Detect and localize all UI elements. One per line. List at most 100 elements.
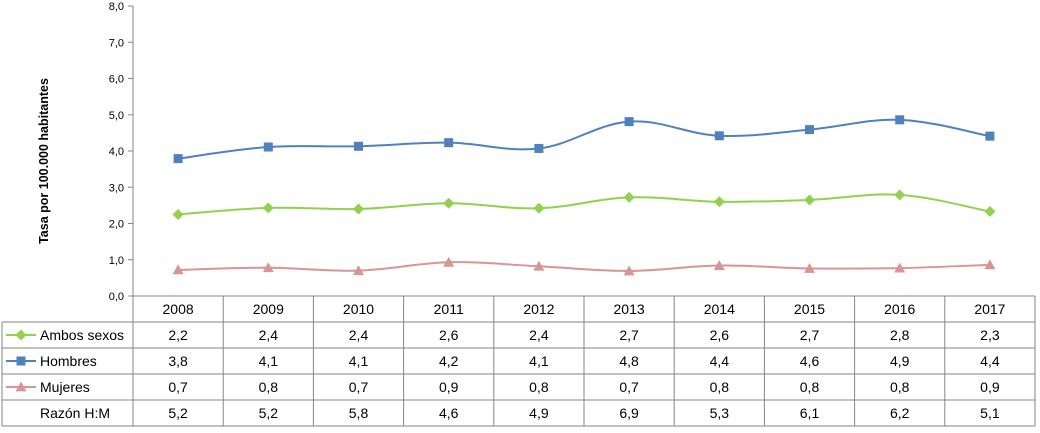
table-cell: 0,9 xyxy=(980,379,1000,395)
y-tick-label: 1,0 xyxy=(109,255,124,267)
table-row-label: Razón H:M xyxy=(40,405,110,421)
table-cell: 4,4 xyxy=(980,353,1000,369)
table-cell: 4,1 xyxy=(349,353,369,369)
legend-key-marker xyxy=(15,329,27,341)
x-tick-label: 2013 xyxy=(614,301,645,317)
table-cell: 0,8 xyxy=(710,379,730,395)
y-tick-label: 5,0 xyxy=(109,110,124,122)
x-tick-label: 2012 xyxy=(523,301,554,317)
data-point xyxy=(894,189,906,201)
data-point xyxy=(533,202,545,214)
data-point xyxy=(805,125,814,135)
x-tick-label: 2017 xyxy=(974,301,1005,317)
table-cell: 0,8 xyxy=(529,379,549,395)
table-cell: 2,4 xyxy=(529,327,549,343)
data-point xyxy=(443,256,455,267)
table-cell: 2,6 xyxy=(439,327,459,343)
legend-label: Hombres xyxy=(40,353,97,369)
table-cell: 6,2 xyxy=(890,405,910,421)
table-cell: 4,1 xyxy=(529,353,549,369)
legend-key-marker xyxy=(15,381,27,392)
table-cell: 5,3 xyxy=(710,405,730,421)
table-cell: 0,8 xyxy=(800,379,820,395)
data-point xyxy=(172,208,184,220)
data-point xyxy=(804,262,815,273)
x-tick-label: 2011 xyxy=(434,301,464,317)
table-cell: 2,7 xyxy=(619,327,639,343)
data-point xyxy=(894,262,906,273)
table-cell: 2,6 xyxy=(710,327,730,343)
data-point xyxy=(263,142,273,152)
table-cell: 4,1 xyxy=(259,353,279,369)
y-tick-label: 8,0 xyxy=(109,1,124,13)
table-cell: 5,8 xyxy=(349,405,369,421)
table-cell: 2,7 xyxy=(800,327,820,343)
table-cell: 4,2 xyxy=(439,353,459,369)
table-cell: 0,9 xyxy=(439,379,459,395)
y-tick-label: 7,0 xyxy=(109,37,124,49)
data-point xyxy=(984,259,996,270)
table-cell: 2,4 xyxy=(259,327,279,343)
y-tick-label: 4,0 xyxy=(109,146,124,158)
y-tick-label: 2,0 xyxy=(109,219,124,231)
legend-key-marker xyxy=(16,356,26,366)
table-cell: 3,8 xyxy=(168,353,188,369)
data-point xyxy=(624,117,634,127)
data-point xyxy=(985,131,995,141)
table-cell: 5,2 xyxy=(259,405,279,421)
table-cell: 5,2 xyxy=(168,405,188,421)
x-tick-label: 2015 xyxy=(794,301,825,317)
data-point xyxy=(172,264,184,275)
data-point xyxy=(714,131,724,141)
table-cell: 4,6 xyxy=(800,353,820,369)
data-point xyxy=(534,143,544,153)
table-cell: 0,7 xyxy=(619,379,639,395)
data-point xyxy=(262,202,274,214)
series-line xyxy=(178,261,990,272)
data-point xyxy=(804,194,815,206)
table-cell: 0,7 xyxy=(349,379,369,395)
table-cell: 2,2 xyxy=(168,327,188,343)
y-tick-label: 6,0 xyxy=(109,74,124,86)
table-cell: 0,7 xyxy=(168,379,188,395)
table-cell: 4,6 xyxy=(439,405,459,421)
data-point xyxy=(623,265,635,276)
data-point xyxy=(444,138,454,148)
table-cell: 0,8 xyxy=(259,379,279,395)
table-cell: 5,1 xyxy=(980,405,1000,421)
data-point xyxy=(895,115,905,125)
data-point xyxy=(984,206,996,218)
table-cell: 2,8 xyxy=(890,327,910,343)
table-cell: 2,3 xyxy=(980,327,1000,343)
table-cell: 4,8 xyxy=(619,353,639,369)
data-point xyxy=(623,191,635,203)
table-cell: 4,9 xyxy=(529,405,549,421)
x-tick-label: 2008 xyxy=(163,301,194,317)
data-point xyxy=(533,260,545,271)
x-tick-label: 2016 xyxy=(884,301,915,317)
data-point xyxy=(713,260,725,270)
table-cell: 6,1 xyxy=(800,405,820,421)
legend-label: Mujeres xyxy=(40,379,90,395)
table-cell: 2,4 xyxy=(349,327,369,343)
table-cell: 4,4 xyxy=(710,353,730,369)
data-point xyxy=(353,203,364,215)
table-cell: 4,9 xyxy=(890,353,910,369)
data-point xyxy=(713,196,725,208)
legend-label: Ambos sexos xyxy=(40,327,124,343)
data-point xyxy=(443,197,455,209)
data-point xyxy=(353,265,364,276)
series-line xyxy=(177,118,991,160)
data-point xyxy=(173,154,183,164)
y-axis-title: Tasa por 100.000 habitantes xyxy=(37,78,51,244)
data-point xyxy=(354,141,363,151)
series-line xyxy=(178,193,991,216)
x-tick-label: 2010 xyxy=(343,301,374,317)
y-tick-label: 3,0 xyxy=(109,182,124,194)
table-cell: 0,8 xyxy=(890,379,910,395)
data-point xyxy=(262,262,274,273)
x-tick-label: 2009 xyxy=(253,301,284,317)
table-cell: 6,9 xyxy=(619,405,639,421)
